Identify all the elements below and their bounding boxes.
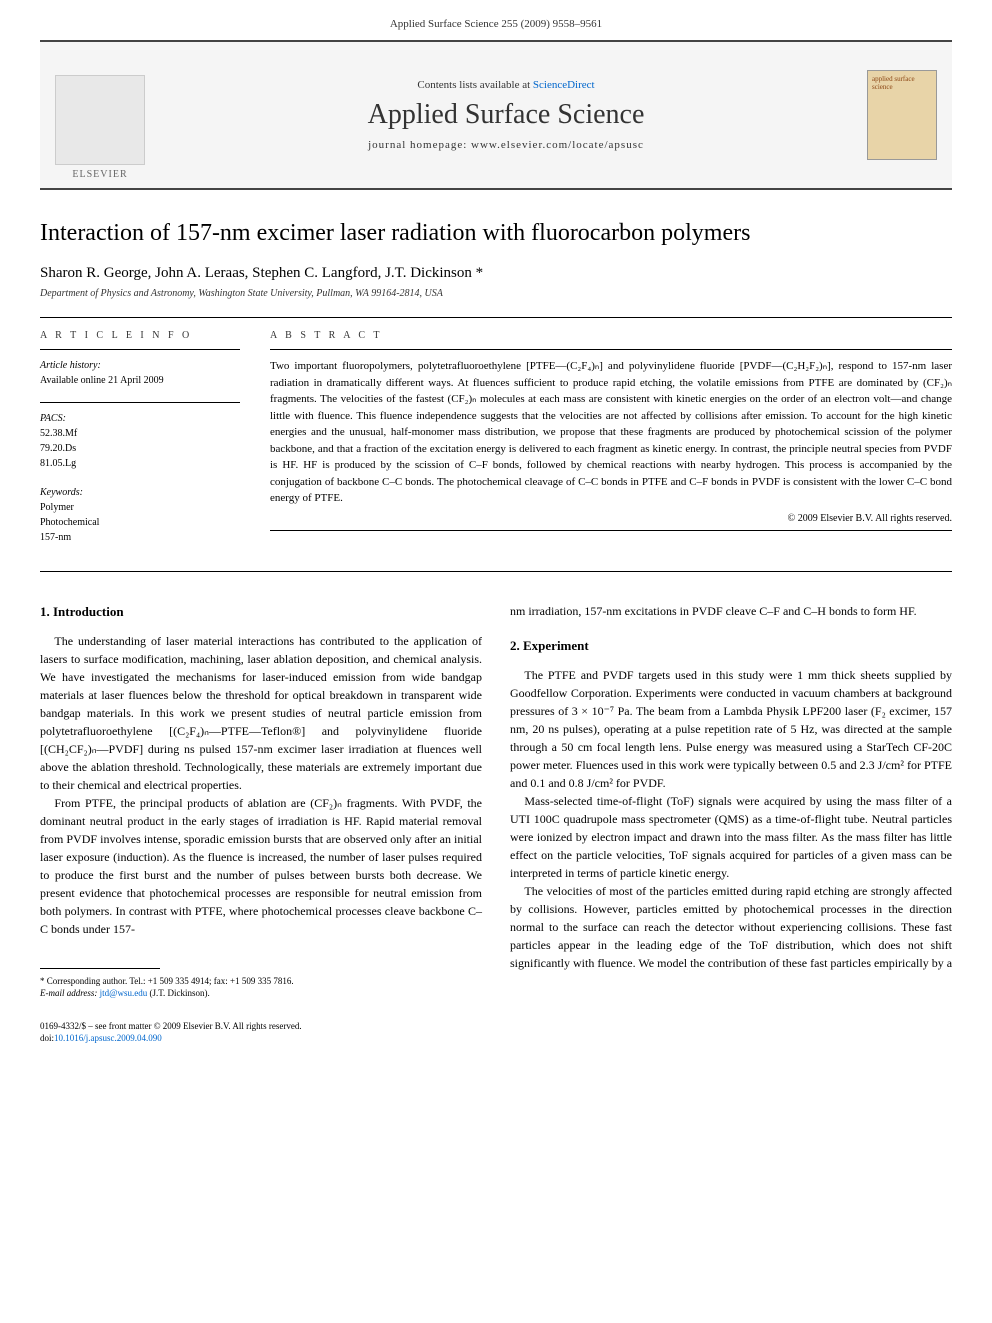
publisher-block: ELSEVIER <box>40 42 160 188</box>
journal-banner: ELSEVIER Contents lists available at Sci… <box>40 40 952 190</box>
history-label: Article history: <box>40 358 240 373</box>
left-column: 1. Introduction The understanding of las… <box>40 602 482 1000</box>
cover-text: applied surface science <box>872 75 932 91</box>
homepage-prefix: journal homepage: <box>368 139 471 151</box>
section-heading-experiment: 2. Experiment <box>510 636 952 656</box>
divider <box>40 349 240 350</box>
front-matter-line: 0169-4332/$ – see front matter © 2009 El… <box>40 1020 952 1033</box>
keyword: 157-nm <box>40 530 240 545</box>
right-column: nm irradiation, 157-nm excitations in PV… <box>510 602 952 1000</box>
divider <box>40 571 952 572</box>
abstract-copyright: © 2009 Elsevier B.V. All rights reserved… <box>270 513 952 524</box>
affiliation: Department of Physics and Astronomy, Was… <box>40 288 952 299</box>
journal-homepage: journal homepage: www.elsevier.com/locat… <box>368 139 644 151</box>
abstract-text: Two important fluoropolymers, polytetraf… <box>270 358 952 507</box>
section-heading-intro: 1. Introduction <box>40 602 482 622</box>
divider <box>270 349 952 350</box>
body-paragraph: The velocities of most of the particles … <box>510 882 952 972</box>
abstract: A B S T R A C T Two important fluoropoly… <box>270 330 952 559</box>
divider <box>40 402 240 403</box>
email-link[interactable]: jtd@wsu.edu <box>100 988 148 998</box>
corresponding-author-footnote: * Corresponding author. Tel.: +1 509 335… <box>40 975 482 1000</box>
contents-prefix: Contents lists available at <box>417 79 532 91</box>
body-paragraph: The understanding of laser material inte… <box>40 632 482 794</box>
sciencedirect-link[interactable]: ScienceDirect <box>533 79 595 91</box>
info-abstract-row: A R T I C L E I N F O Article history: A… <box>40 318 952 571</box>
body-paragraph-continuation: nm irradiation, 157-nm excitations in PV… <box>510 602 952 620</box>
keyword: Polymer <box>40 500 240 515</box>
doi-line: doi:10.1016/j.apsusc.2009.04.090 <box>40 1032 952 1045</box>
pacs-code: 79.20.Ds <box>40 441 240 456</box>
body-paragraph: The PTFE and PVDF targets used in this s… <box>510 666 952 792</box>
body-paragraph: Mass-selected time-of-flight (ToF) signa… <box>510 792 952 882</box>
pacs-label: PACS: <box>40 411 240 426</box>
page-footer: 0169-4332/$ – see front matter © 2009 El… <box>40 1020 952 1045</box>
publisher-name: ELSEVIER <box>72 169 127 180</box>
footnote-email-line: E-mail address: jtd@wsu.edu (J.T. Dickin… <box>40 987 482 1000</box>
banner-center: Contents lists available at ScienceDirec… <box>160 42 852 188</box>
abstract-heading: A B S T R A C T <box>270 330 952 341</box>
pacs-code: 81.05.Lg <box>40 456 240 471</box>
footnote-line: * Corresponding author. Tel.: +1 509 335… <box>40 975 482 988</box>
body-columns: 1. Introduction The understanding of las… <box>40 602 952 1000</box>
article-info: A R T I C L E I N F O Article history: A… <box>40 330 240 559</box>
keywords-label: Keywords: <box>40 485 240 500</box>
journal-title: Applied Surface Science <box>368 99 645 131</box>
running-head: Applied Surface Science 255 (2009) 9558–… <box>0 0 992 40</box>
article-history: Article history: Available online 21 Apr… <box>40 358 240 388</box>
info-heading: A R T I C L E I N F O <box>40 330 240 341</box>
journal-cover-icon: applied surface science <box>867 70 937 160</box>
article-title: Interaction of 157-nm excimer laser radi… <box>40 220 952 247</box>
contents-line: Contents lists available at ScienceDirec… <box>417 79 594 91</box>
doi-prefix: doi: <box>40 1033 54 1043</box>
email-suffix: (J.T. Dickinson). <box>147 988 210 998</box>
doi-link[interactable]: 10.1016/j.apsusc.2009.04.090 <box>54 1033 162 1043</box>
banner-right: applied surface science <box>852 42 952 188</box>
pacs-block: PACS: 52.38.Mf 79.20.Ds 81.05.Lg <box>40 411 240 471</box>
email-label: E-mail address: <box>40 988 100 998</box>
footnote-separator <box>40 968 160 969</box>
keyword: Photochemical <box>40 515 240 530</box>
homepage-url[interactable]: www.elsevier.com/locate/apsusc <box>471 139 644 151</box>
keywords-block: Keywords: Polymer Photochemical 157-nm <box>40 485 240 545</box>
divider <box>270 530 952 531</box>
history-text: Available online 21 April 2009 <box>40 373 240 388</box>
elsevier-tree-icon <box>55 75 145 165</box>
body-paragraph: From PTFE, the principal products of abl… <box>40 794 482 938</box>
pacs-code: 52.38.Mf <box>40 426 240 441</box>
author-list: Sharon R. George, John A. Leraas, Stephe… <box>40 265 952 282</box>
